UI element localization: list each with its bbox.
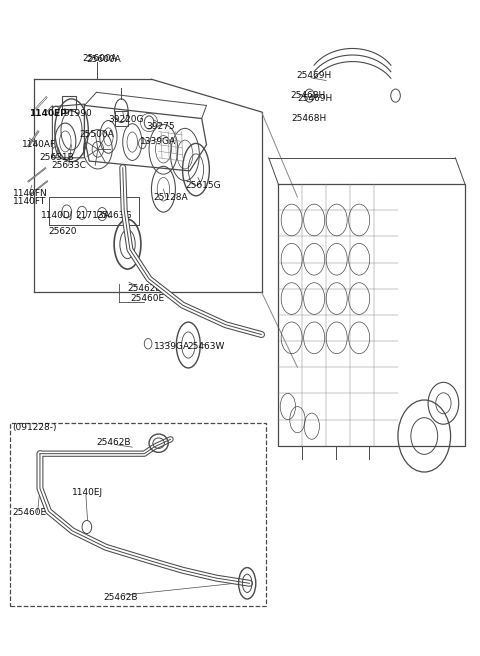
Text: 25615G: 25615G bbox=[185, 181, 221, 190]
Text: 1140AF: 1140AF bbox=[22, 140, 56, 149]
Circle shape bbox=[82, 520, 92, 533]
Text: 1140DJ: 1140DJ bbox=[41, 211, 74, 220]
Text: 25500A: 25500A bbox=[80, 131, 114, 139]
Bar bbox=[62, 96, 76, 110]
Text: 21713A: 21713A bbox=[75, 211, 109, 220]
Text: 1140EJ: 1140EJ bbox=[72, 489, 103, 497]
Text: 1140EP: 1140EP bbox=[29, 109, 67, 118]
Text: 1339GA: 1339GA bbox=[154, 342, 190, 351]
Text: 25462B: 25462B bbox=[96, 438, 131, 447]
Text: 25468H: 25468H bbox=[292, 114, 327, 123]
Text: 25128A: 25128A bbox=[154, 193, 189, 201]
Bar bbox=[10, 423, 266, 606]
Text: 1140FT: 1140FT bbox=[12, 197, 46, 205]
Text: 25469H: 25469H bbox=[298, 94, 333, 104]
Text: 1339GA: 1339GA bbox=[140, 137, 176, 146]
Text: 25620: 25620 bbox=[48, 226, 77, 236]
Text: 25460E: 25460E bbox=[130, 294, 164, 303]
Text: 25462B: 25462B bbox=[104, 593, 138, 602]
Text: 25631B: 25631B bbox=[39, 154, 74, 162]
Text: 25600A: 25600A bbox=[87, 55, 121, 64]
Text: 25469H: 25469H bbox=[297, 72, 332, 81]
Text: 25462B: 25462B bbox=[128, 284, 162, 293]
Text: 39275: 39275 bbox=[147, 122, 175, 131]
Text: (091228-): (091228-) bbox=[12, 423, 57, 432]
Text: 25633C: 25633C bbox=[51, 161, 86, 170]
Text: 25463W: 25463W bbox=[187, 342, 225, 351]
Text: 1140FN: 1140FN bbox=[12, 189, 48, 197]
Text: 25460E: 25460E bbox=[12, 508, 47, 517]
Text: 91990: 91990 bbox=[63, 109, 92, 118]
Text: 25468H: 25468H bbox=[290, 91, 325, 100]
Text: 25600A: 25600A bbox=[82, 54, 117, 63]
Text: 25463G: 25463G bbox=[96, 211, 132, 220]
Bar bbox=[115, 111, 128, 127]
Text: 39220G: 39220G bbox=[108, 115, 144, 125]
